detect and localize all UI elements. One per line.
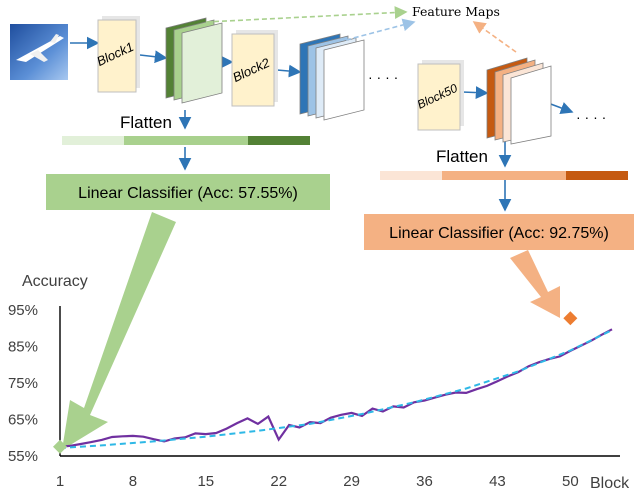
trend-line-dashed xyxy=(59,329,613,449)
flatten-bar-green xyxy=(62,136,310,145)
block1: Block1 xyxy=(94,16,140,93)
x-tick-label: 36 xyxy=(416,473,433,490)
feature-maps-orange xyxy=(486,57,552,145)
classifier-left: Linear Classifier (Acc: 57.55%) xyxy=(46,174,330,210)
classifier-right: Linear Classifier (Acc: 92.75%) xyxy=(364,214,634,250)
y-tick-label: 55% xyxy=(8,448,38,465)
flatten-bar-orange xyxy=(380,171,628,180)
feature-maps-arrow-orange xyxy=(472,21,517,53)
feature-maps-blue xyxy=(299,33,365,121)
accuracy-chart: 55% 65% 75% 85% 95% 1 8 15 22 29 36 43 50 xyxy=(8,302,620,490)
y-tick-label: 75% xyxy=(8,375,38,392)
feature-maps-label: Feature Maps xyxy=(412,4,500,19)
ellipsis-middle: · · · · xyxy=(368,69,398,85)
y-tick-label: 65% xyxy=(8,412,38,429)
flatten-left-label: Flatten xyxy=(120,113,172,132)
y-axis-label: Accuracy xyxy=(22,273,88,290)
accuracy-line xyxy=(59,328,613,448)
callout-arrow-orange xyxy=(510,250,560,318)
x-tick-label: 50 xyxy=(562,473,579,490)
x-tick-label: 29 xyxy=(343,473,360,490)
feature-maps-arrow-blue xyxy=(345,18,416,41)
x-tick-label: 43 xyxy=(489,473,506,490)
ellipsis-right: · · · · xyxy=(576,109,606,125)
y-tick-label: 85% xyxy=(8,339,38,356)
classifier-right-label: Linear Classifier (Acc: 92.75%) xyxy=(389,225,609,242)
x-axis-label: Block xyxy=(590,475,630,492)
x-tick-label: 8 xyxy=(129,473,137,490)
block2: Block2 xyxy=(230,30,278,107)
classifier-left-label: Linear Classifier (Acc: 57.55%) xyxy=(78,185,298,202)
callout-arrow-green xyxy=(62,212,176,450)
block50: Block50 xyxy=(415,60,464,131)
x-tick-label: 22 xyxy=(270,473,287,490)
feature-maps-green xyxy=(165,17,223,104)
flatten-right-label: Flatten xyxy=(436,147,488,166)
x-tick-label: 1 xyxy=(56,473,64,490)
x-tick-label: 15 xyxy=(197,473,214,490)
highlight-point-block50 xyxy=(563,311,578,326)
feature-maps-arrow-green xyxy=(205,6,408,23)
input-image xyxy=(10,24,68,80)
highlight-point-block1 xyxy=(53,439,67,454)
y-tick-label: 95% xyxy=(8,302,38,319)
